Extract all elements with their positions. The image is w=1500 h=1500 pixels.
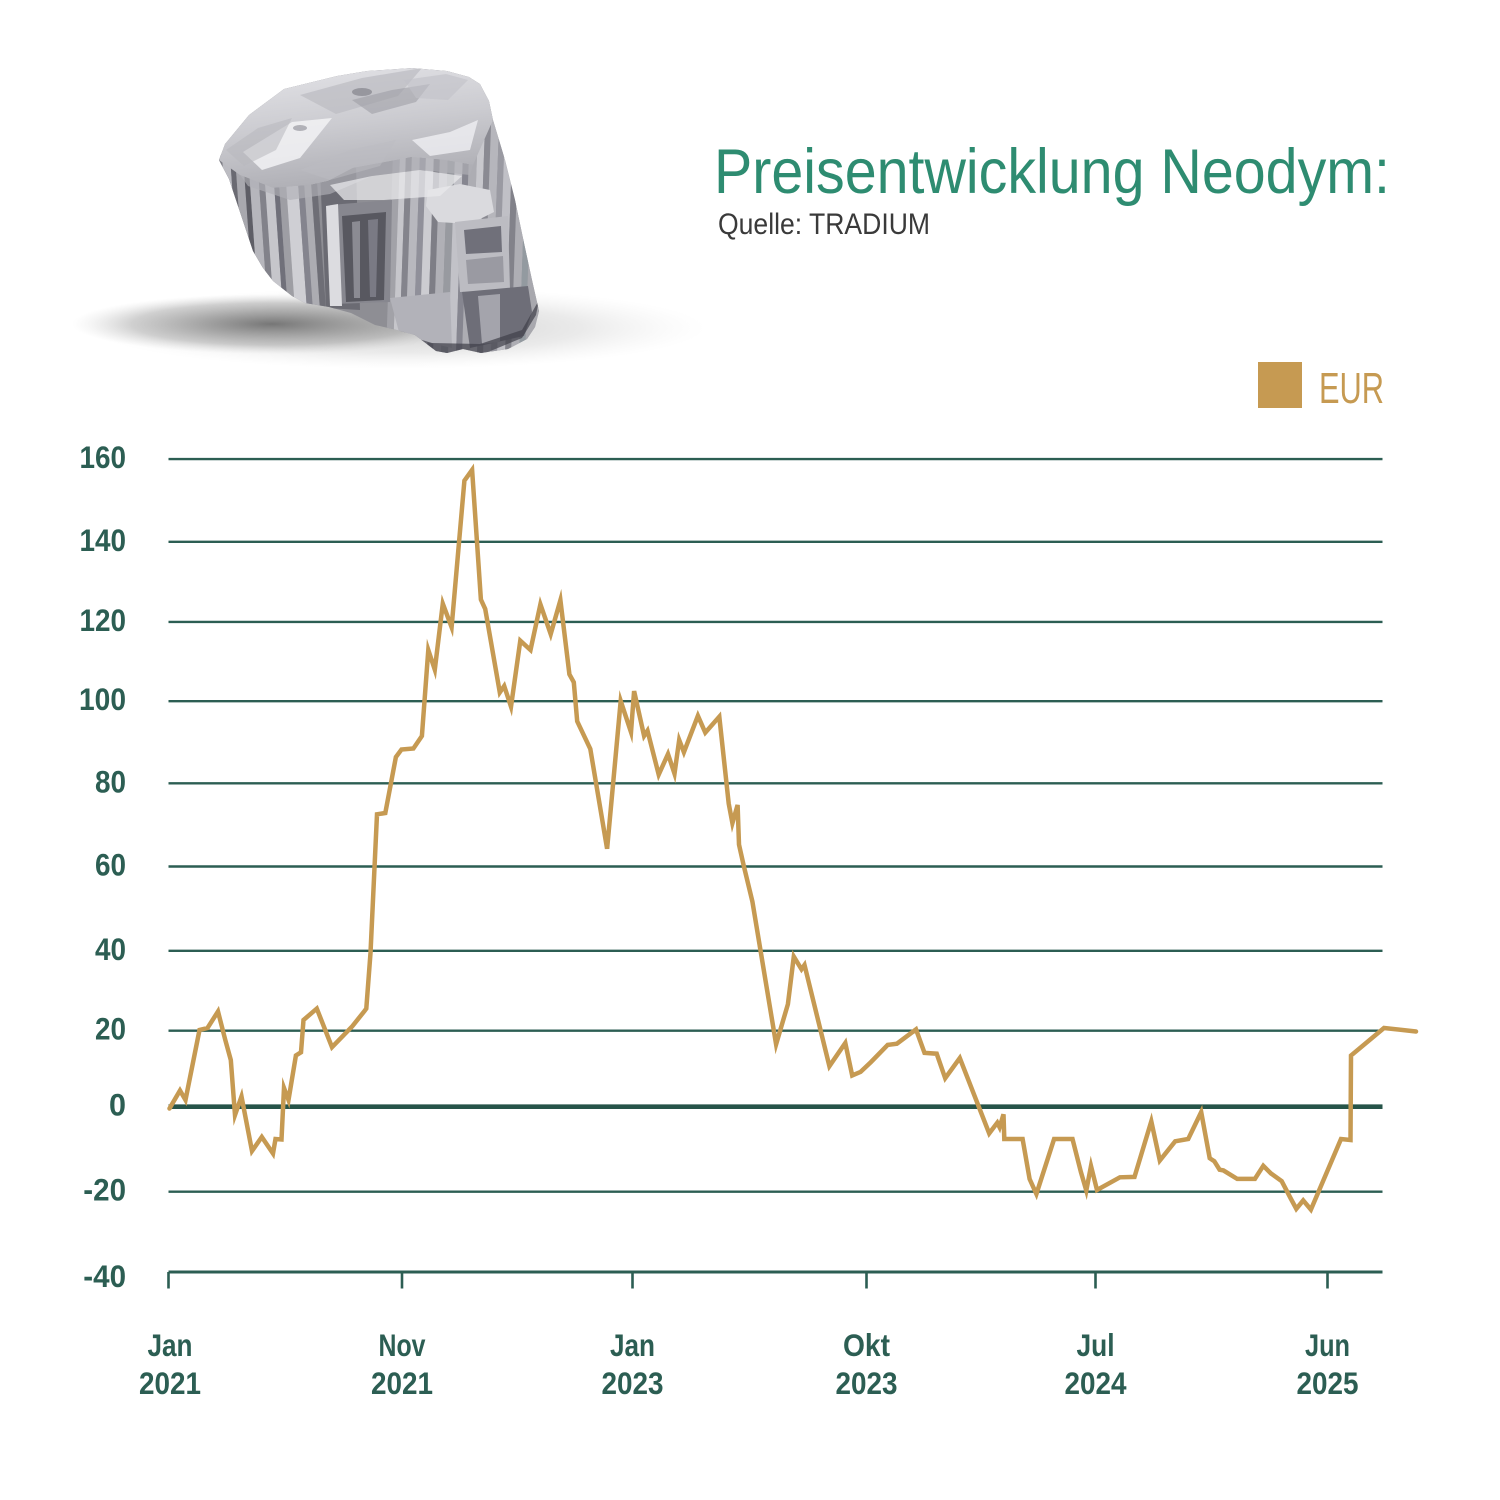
svg-text:80: 80 [95, 763, 126, 799]
svg-text:Quelle: TRADIUM: Quelle: TRADIUM [718, 208, 930, 241]
svg-text:120: 120 [80, 602, 127, 638]
svg-text:2021: 2021 [371, 1365, 433, 1401]
svg-text:140: 140 [80, 522, 127, 558]
svg-text:160: 160 [80, 439, 127, 475]
svg-text:Jan: Jan [148, 1327, 193, 1363]
svg-text:0: 0 [109, 1087, 126, 1123]
svg-text:2024: 2024 [1065, 1365, 1127, 1401]
svg-text:2023: 2023 [602, 1365, 664, 1401]
svg-text:60: 60 [95, 847, 126, 883]
svg-text:100: 100 [79, 681, 126, 717]
svg-text:EUR: EUR [1319, 364, 1384, 413]
svg-text:Jul: Jul [1077, 1327, 1115, 1363]
svg-text:40: 40 [95, 931, 126, 967]
svg-text:Preisentwicklung Neodym:: Preisentwicklung Neodym: [714, 137, 1390, 207]
svg-text:2025: 2025 [1297, 1365, 1359, 1401]
svg-text:Nov: Nov [379, 1327, 426, 1363]
svg-text:-40: -40 [83, 1258, 126, 1294]
svg-text:20: 20 [95, 1011, 126, 1047]
svg-text:Jun: Jun [1305, 1327, 1350, 1363]
svg-text:-20: -20 [83, 1172, 126, 1208]
svg-text:Okt: Okt [843, 1327, 890, 1363]
svg-text:2021: 2021 [139, 1365, 201, 1401]
svg-text:2023: 2023 [836, 1365, 898, 1401]
svg-text:Jan: Jan [610, 1327, 655, 1363]
